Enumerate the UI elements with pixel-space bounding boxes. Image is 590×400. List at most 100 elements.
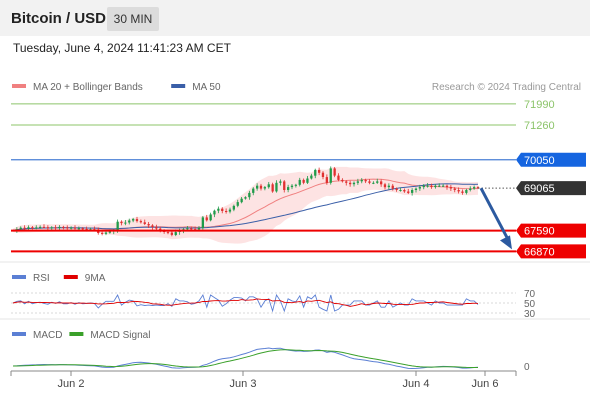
- x-tick-label-0: Jun 2: [58, 378, 85, 390]
- candle-body: [201, 217, 204, 229]
- candle-body: [383, 184, 387, 188]
- forecast-arrow-shaft: [479, 187, 511, 243]
- candle-body: [329, 168, 332, 183]
- timeframe-button[interactable]: 30 MIN: [107, 7, 159, 31]
- candle-body: [430, 185, 433, 188]
- candle-body: [197, 228, 201, 230]
- price-panel: MA 20 + Bollinger Bands MA 50 Research © 2…: [0, 82, 590, 263]
- rsi-legend-label-1: 9MA: [85, 273, 106, 284]
- candle-body: [46, 227, 49, 229]
- candle-body: [35, 227, 38, 229]
- candle-body: [411, 190, 414, 193]
- level-badge-66870: [516, 244, 586, 259]
- candle-body: [453, 188, 456, 190]
- candle-body: [426, 185, 429, 187]
- level-badge-70050: [516, 152, 586, 167]
- candle-body: [166, 232, 170, 234]
- candle-body: [259, 185, 263, 189]
- level-label-70050: 70050: [524, 155, 555, 167]
- candle-body: [217, 208, 220, 211]
- instrument-title: Bitcoin / USD: [11, 10, 107, 27]
- candle-body: [232, 205, 235, 210]
- rsi-legend-label-0: RSI: [33, 273, 50, 284]
- candle-body: [275, 182, 278, 192]
- candle-body: [368, 181, 371, 183]
- candle-body: [108, 231, 111, 233]
- candle-body: [58, 226, 61, 228]
- candle-body: [159, 228, 162, 231]
- candle-body: [77, 228, 80, 230]
- candle-body: [170, 232, 173, 235]
- rsi-legend-swatch-0: [12, 275, 26, 279]
- candle-body: [290, 185, 294, 188]
- candle-body: [271, 184, 274, 192]
- rsi-tick-30: 30: [524, 309, 536, 320]
- candle-body: [306, 178, 309, 183]
- candle-body: [147, 224, 150, 226]
- candle-body: [236, 202, 239, 206]
- candle-body: [314, 169, 317, 176]
- candle-body: [434, 185, 437, 188]
- candle-body: [449, 187, 452, 189]
- candle-body: [445, 185, 449, 188]
- candle-body: [283, 181, 286, 190]
- datetime-label: Tuesday, June 4, 2024 11:41:23 AM CET: [13, 41, 231, 55]
- candle-body: [174, 232, 177, 235]
- legend-label-1: MA 50: [192, 82, 221, 93]
- candle-body: [442, 185, 445, 187]
- candle-body: [27, 227, 30, 229]
- candle-body: [221, 208, 224, 211]
- candle-body: [244, 197, 247, 199]
- candle-body: [461, 191, 464, 193]
- candle-body: [341, 179, 344, 182]
- candle-body: [476, 187, 480, 189]
- level-label-67590: 67590: [524, 226, 555, 238]
- candle-body: [70, 227, 73, 229]
- macd-legend-label-0: MACD: [33, 330, 62, 341]
- candle-body: [372, 182, 375, 184]
- candle-body: [139, 221, 142, 223]
- candle-body: [422, 185, 425, 188]
- candle-body: [143, 222, 146, 224]
- candle-body: [104, 232, 108, 234]
- candle-body: [124, 222, 127, 224]
- candle-body: [151, 225, 154, 228]
- level-label-71260: 71260: [524, 120, 555, 132]
- candle-body: [240, 198, 243, 203]
- candle-body: [256, 185, 259, 189]
- candle-body: [66, 227, 69, 229]
- candle-body: [407, 191, 410, 193]
- x-tick-label-2: Jun 4: [403, 378, 430, 390]
- candle-body: [225, 211, 228, 212]
- candle-body: [132, 219, 135, 221]
- legend-swatch-1: [171, 84, 186, 88]
- candle-body: [457, 190, 460, 192]
- candle-body: [120, 221, 123, 224]
- watermark: Research © 2024 Trading Central: [432, 82, 581, 93]
- chart-header: Bitcoin / USD 30 MIN: [0, 0, 590, 36]
- legend-label-0: MA 20 + Bollinger Bands: [33, 82, 143, 93]
- candle-body: [85, 228, 88, 230]
- candle-body: [302, 179, 305, 183]
- x-tick-label-1: Jun 3: [230, 378, 257, 390]
- candle-body: [337, 175, 340, 180]
- legend-swatch-0: [12, 84, 26, 88]
- bollinger-band: [13, 166, 478, 244]
- candle-body: [54, 227, 57, 229]
- candle-body: [321, 172, 325, 177]
- candle-body: [399, 190, 402, 191]
- candle-body: [465, 190, 468, 193]
- candle-body: [101, 232, 104, 234]
- candle-body: [287, 187, 290, 190]
- candle-body: [395, 188, 398, 190]
- candle-body: [267, 184, 270, 188]
- candle-body: [403, 190, 406, 192]
- candle-body: [39, 226, 42, 228]
- candle-body: [263, 187, 266, 189]
- level-label-71990: 71990: [524, 99, 555, 111]
- candle-body: [364, 179, 367, 182]
- candle-body: [209, 214, 212, 221]
- candle-body: [50, 227, 53, 229]
